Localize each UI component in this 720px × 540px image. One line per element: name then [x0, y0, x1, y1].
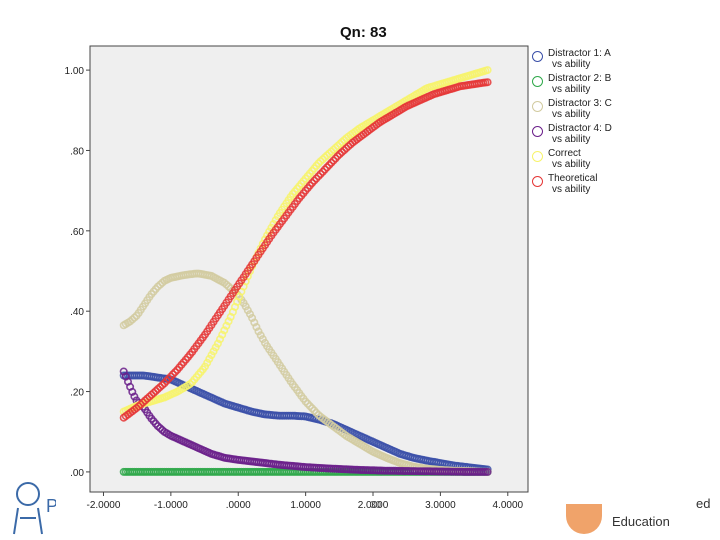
legend-label: Theoretical: [548, 173, 598, 184]
legend-label: Distractor 3: C: [548, 98, 612, 109]
data-point: [308, 404, 317, 413]
data-point: [164, 374, 173, 383]
data-point: [483, 78, 492, 87]
legend-item: Correct vs ability: [532, 148, 622, 173]
data-point: [322, 163, 331, 172]
data-point: [314, 159, 323, 168]
data-point: [130, 313, 139, 322]
data-point: [327, 158, 336, 167]
x-tick-label: .0000: [226, 500, 251, 511]
x-tick-label: -2.0000: [87, 500, 121, 511]
data-point: [310, 176, 319, 185]
legend-circle-icon: [532, 176, 543, 187]
data-point: [314, 172, 323, 181]
y-tick-label: .60: [70, 227, 84, 238]
x-tick-label: 2.0000: [358, 500, 389, 511]
x-tick-label: 3.0000: [425, 500, 456, 511]
data-point: [252, 322, 261, 331]
data-point: [149, 388, 158, 397]
data-point: [151, 386, 160, 395]
legend-circle-icon: [532, 101, 543, 112]
footer-text-education: Education: [612, 514, 670, 529]
legend-label: Distractor 2: B: [548, 73, 612, 84]
chart-title: Qn: 83: [340, 24, 387, 41]
data-point: [331, 143, 340, 152]
data-point: [250, 318, 259, 327]
data-point: [320, 165, 329, 174]
data-point: [130, 392, 139, 401]
data-point: [209, 347, 218, 356]
footer-text-fragment: ed: [696, 496, 711, 511]
data-point: [168, 370, 177, 379]
legend-label: Distractor 1: A: [548, 48, 611, 59]
data-point: [218, 330, 227, 339]
y-tick-label: .40: [70, 307, 84, 318]
data-point: [340, 146, 349, 155]
series-6: [119, 78, 492, 422]
data-point: [162, 376, 171, 385]
data-point: [483, 66, 492, 75]
legend-sublabel: vs ability: [552, 109, 591, 120]
logo-figure-icon: P: [13, 482, 56, 535]
y-tick-label: .00: [70, 468, 84, 479]
y-tick-label: 1.00: [65, 66, 85, 77]
data-point: [333, 152, 342, 161]
y-tick-label: .80: [70, 146, 84, 157]
svg-text:P: P: [46, 496, 56, 516]
data-point: [134, 402, 143, 411]
legend-sublabel: vs ability: [552, 134, 591, 145]
data-point: [483, 467, 492, 476]
legend-sublabel: vs ability: [552, 59, 591, 70]
x-tick-label: -1.0000: [154, 500, 188, 511]
legend-circle-icon: [532, 126, 543, 137]
legend-label: Correct: [548, 148, 581, 159]
data-point: [203, 358, 212, 367]
legend-item: Theoretical vs ability: [532, 173, 622, 198]
data-point: [241, 302, 250, 311]
data-point: [316, 170, 325, 179]
data-point: [329, 156, 338, 165]
data-point: [312, 408, 321, 417]
x-tick-label: 4.0000: [492, 500, 523, 511]
legend-sublabel: vs ability: [552, 84, 591, 95]
series-5: [119, 66, 492, 416]
legend-sublabel: vs ability: [552, 159, 591, 170]
x-tick-label: 1.0000: [290, 500, 321, 511]
legend-sublabel: vs ability: [552, 184, 591, 195]
data-point: [246, 310, 255, 319]
data-point: [171, 368, 180, 377]
data-point: [213, 339, 222, 348]
y-tick-label: .20: [70, 388, 84, 399]
data-point: [224, 317, 233, 326]
data-point: [254, 327, 263, 336]
data-point: [318, 155, 327, 164]
legend-circle-icon: [532, 76, 543, 87]
data-point: [305, 402, 314, 411]
footer-logo-shape: [566, 504, 602, 534]
legend-circle-icon: [532, 51, 543, 62]
data-point: [301, 397, 310, 406]
page-number: 30: [370, 500, 382, 511]
legend-circle-icon: [532, 151, 543, 162]
legend-label: Distractor 4: D: [548, 123, 612, 134]
data-point: [220, 326, 229, 335]
